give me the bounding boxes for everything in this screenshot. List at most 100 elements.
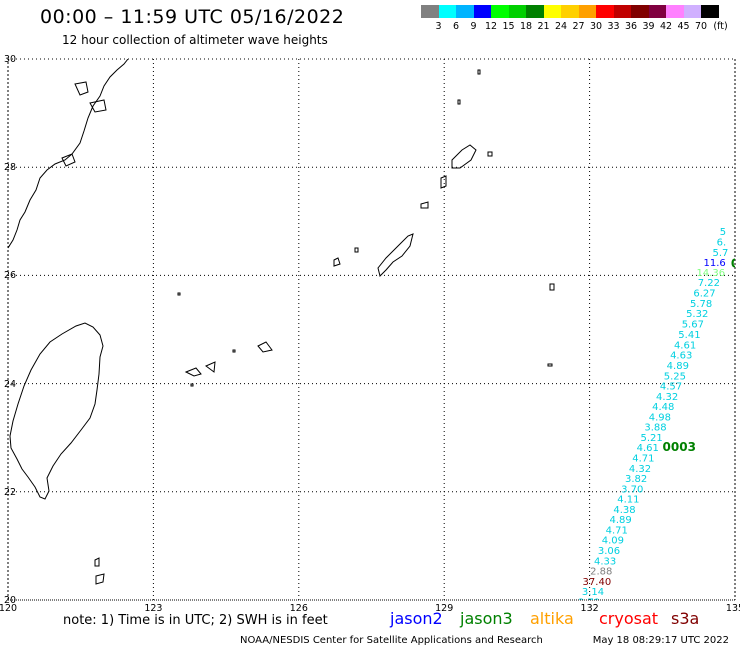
color-swatch: [456, 5, 474, 18]
latitude-label: 26: [4, 270, 17, 282]
scale-tick-label: 70: [694, 21, 708, 32]
color-swatch: [666, 5, 684, 18]
scale-unit-label: (ft): [713, 21, 728, 32]
scale-tick-label: 36: [624, 21, 638, 32]
wave-height-value: 7.22: [698, 278, 720, 289]
wave-height-value: 4.61: [637, 443, 659, 454]
wave-height-value: 5.41: [678, 330, 700, 341]
color-scale-labels: 3 6 9 12 15 18 21 24 27 30 33 36 39 42 45 70 (ft): [421, 21, 740, 35]
latitude-label: 20: [4, 595, 17, 606]
wave-height-value: 4.48: [652, 402, 674, 413]
color-swatch: [613, 5, 631, 18]
wave-height-value: 4.09: [602, 536, 624, 547]
wave-height-value: 4.63: [670, 351, 692, 362]
wave-height-value: 6.: [717, 238, 727, 249]
latitude-label: 22: [4, 486, 17, 498]
color-swatch: [683, 5, 701, 18]
satellite-legend-item: cryosat: [599, 609, 659, 628]
scale-tick-label: 3: [435, 21, 442, 32]
daito-islands: [547, 283, 555, 367]
small-islands: [333, 69, 493, 267]
wave-height-value: 14.36: [696, 268, 725, 279]
longitude-label: 135: [725, 603, 740, 614]
satellite-legend-item: jason2: [390, 609, 443, 628]
scale-tick-label: 9: [470, 21, 477, 32]
wave-height-value: 4.71: [632, 454, 654, 465]
satellite-legend-item: altika: [530, 609, 574, 628]
scale-tick-label: 24: [554, 21, 568, 32]
wave-height-value: 3.06: [598, 546, 620, 557]
latitude-label: 28: [4, 162, 17, 174]
latitude-label: 30: [4, 54, 17, 65]
wave-height-value: 3.70: [621, 484, 643, 495]
wave-height-value: 2.88: [590, 567, 612, 578]
satellite-legend-item: s3a: [671, 609, 700, 628]
wave-height-value: 4.33: [594, 556, 616, 567]
wave-height-value: 4.89: [667, 361, 689, 372]
footer-timestamp: May 18 08:29:17 UTC 2022: [592, 635, 729, 646]
scale-tick-label: 6: [452, 21, 460, 32]
taiwan-coast: [9, 322, 104, 500]
batanes-islands: [94, 557, 105, 585]
scale-tick-label: 15: [502, 21, 515, 32]
wave-height-value: 4.38: [613, 505, 635, 516]
scale-tick-label: 27: [572, 21, 585, 32]
scale-tick-label: 30: [589, 21, 603, 32]
scale-tick-label: 33: [607, 21, 620, 32]
longitude-label: 126: [289, 603, 308, 614]
wave-height-value: 4.71: [606, 525, 628, 536]
wave-height-value: 3.88: [644, 423, 666, 434]
kyushu-coast: [8, 59, 129, 249]
scale-tick-label: 21: [537, 21, 550, 32]
wave-height-value: 5: [720, 227, 726, 238]
wave-height-observations: 56.5.711.614.367.226.275.785.325.675.414…: [578, 227, 735, 608]
color-swatch: [473, 5, 491, 18]
color-swatch: [438, 5, 456, 18]
color-swatch: [526, 5, 544, 18]
color-swatch: [596, 5, 614, 18]
scale-tick-label: 42: [659, 21, 673, 32]
wave-height-value: 5.32: [686, 309, 708, 320]
wave-height-value: 4.11: [617, 495, 639, 506]
scale-tick-label: 39: [642, 21, 655, 32]
color-swatch: [491, 5, 509, 18]
wave-height-value: 4.32: [656, 392, 678, 403]
wave-height-value: 5.21: [641, 433, 663, 444]
color-swatch: [421, 5, 439, 18]
map-note: note: 1) Time is in UTC; 2) SWH is in fe…: [63, 613, 328, 628]
wave-height-value: 4.89: [609, 515, 631, 526]
map-subtitle: 12 hour collection of altimeter wave hei…: [62, 33, 328, 47]
wave-height-value: 4.32: [629, 464, 651, 475]
wave-height-value: 5.67: [682, 319, 704, 330]
satellite-legend-item: jason3: [460, 609, 513, 628]
wave-height-value: 11.6: [704, 258, 726, 269]
wave-height-value: 4.61: [674, 340, 696, 351]
longitude-label: 120: [0, 603, 18, 614]
wave-height-value: 6.27: [693, 288, 715, 299]
map-title: 00:00 – 11:59 UTC 05/16/2022: [40, 6, 345, 28]
color-swatch: [648, 5, 666, 18]
wave-height-value: 4.57: [660, 382, 682, 393]
wave-height-value: 3.82: [625, 474, 647, 485]
scale-tick-label: 18: [519, 21, 533, 32]
longitude-label: 132: [580, 603, 599, 614]
color-swatch: [578, 5, 596, 18]
latitude-label: 24: [4, 378, 17, 390]
scale-tick-label: 45: [677, 21, 690, 32]
color-swatch: [631, 5, 649, 18]
track-label: 0003: [663, 440, 696, 454]
color-swatch: [543, 5, 561, 18]
scale-tick-label: 12: [484, 21, 498, 32]
wave-height-value: 3.79: [578, 597, 600, 608]
wave-height-value: 5.7: [713, 248, 729, 259]
wave-height-value: 5.25: [664, 371, 686, 382]
wave-height-value: 3.14: [582, 587, 604, 598]
color-scale-bar: [421, 5, 719, 18]
color-swatch: [508, 5, 526, 18]
longitude-label: 129: [435, 603, 454, 614]
osumi-islands: [61, 81, 107, 167]
color-swatch: [561, 5, 579, 18]
wave-height-value: 5.78: [690, 299, 712, 310]
okinawa-island: [377, 233, 414, 277]
